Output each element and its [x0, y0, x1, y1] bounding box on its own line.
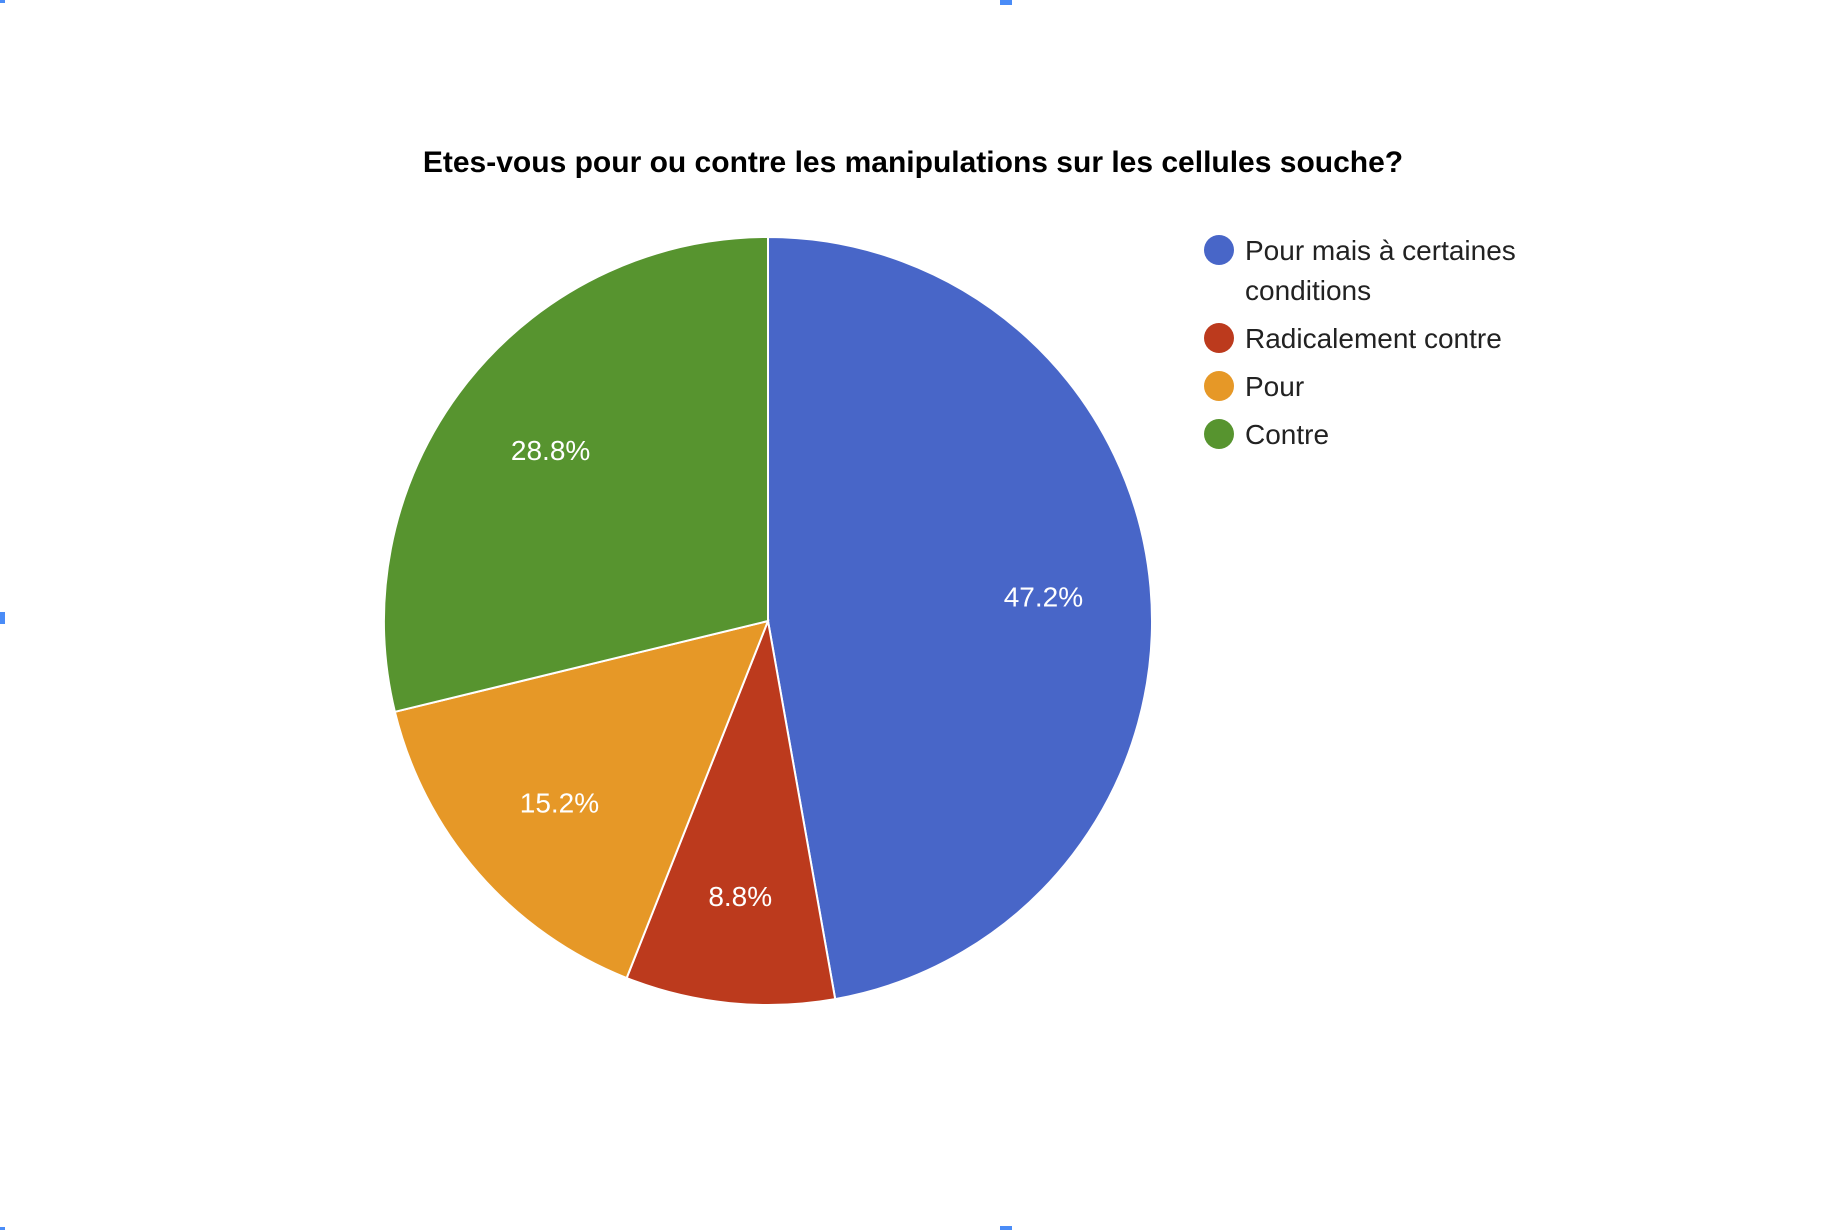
- pie-slice-0: [767, 235, 1153, 1001]
- legend-swatch: [1204, 419, 1234, 449]
- slice-value-label: 15.2%: [520, 788, 599, 819]
- legend-label: Contre: [1245, 419, 1329, 450]
- pie-slices: [383, 235, 1153, 1006]
- legend-label: Radicalement contre: [1245, 323, 1502, 354]
- pie-slice-1: [625, 617, 837, 1006]
- legend-item: Pour mais à certaines conditions: [1204, 235, 1516, 306]
- resize-handle-left[interactable]: [0, 612, 5, 624]
- resize-handle-corner-bottom-left[interactable]: [0, 1227, 5, 1230]
- slice-value-label: 47.2%: [1004, 582, 1083, 613]
- pie-value-labels: 47.2% 8.8% 15.2% 28.8%: [511, 435, 1083, 912]
- legend-label: Pour: [1245, 371, 1304, 402]
- legend-label: Pour mais à certaines: [1245, 235, 1516, 266]
- chart-title: Etes-vous pour ou contre les manipulatio…: [423, 146, 1403, 179]
- pie-slice-3: [383, 235, 769, 714]
- legend-swatch: [1204, 323, 1234, 353]
- resize-handle-top[interactable]: [1000, 0, 1012, 5]
- legend-swatch: [1204, 371, 1234, 401]
- legend-item: Contre: [1204, 419, 1329, 450]
- legend-label: conditions: [1245, 275, 1371, 306]
- legend-item: Radicalement contre: [1204, 323, 1502, 354]
- resize-handle-bottom[interactable]: [1000, 1226, 1012, 1230]
- legend: Pour mais à certaines conditions Radicalem…: [1204, 235, 1516, 450]
- legend-item: Pour: [1204, 371, 1304, 402]
- pie-slice-2: [393, 619, 770, 980]
- slice-value-label: 8.8%: [708, 881, 772, 912]
- slice-value-label: 28.8%: [511, 435, 590, 466]
- resize-handle-corner-left[interactable]: [0, 0, 5, 3]
- legend-swatch: [1204, 235, 1234, 265]
